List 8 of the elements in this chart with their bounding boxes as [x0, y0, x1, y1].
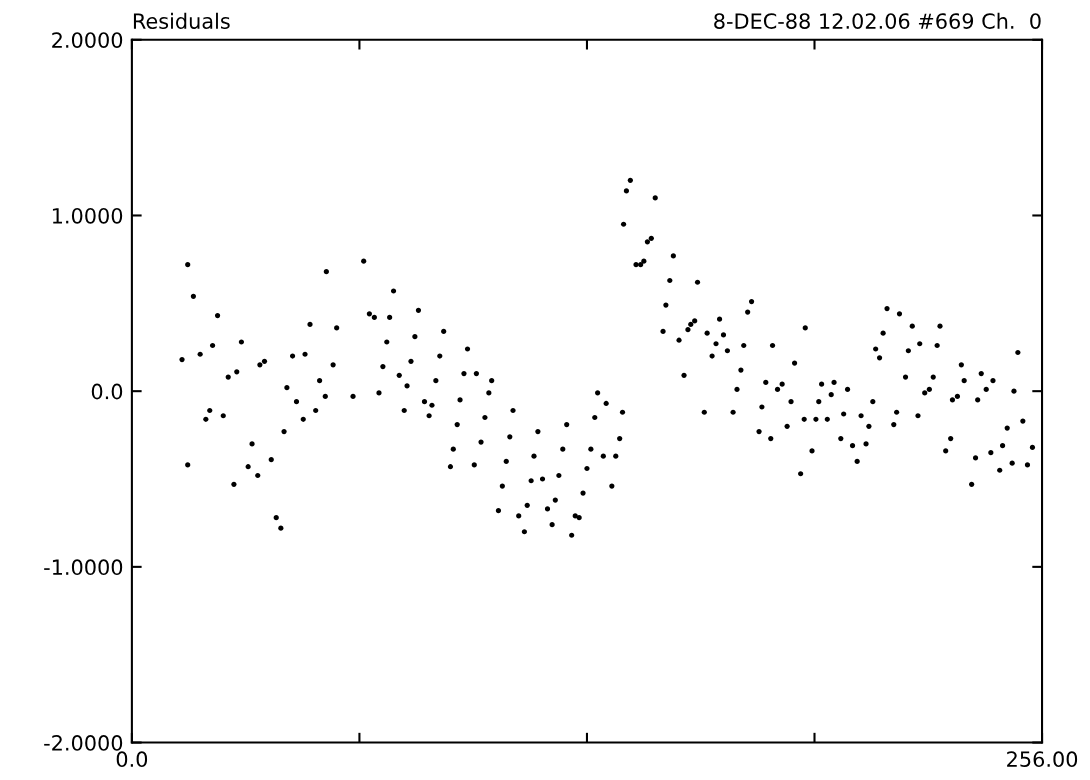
chart-title: Residuals: [133, 12, 230, 29]
y-tick-label: 0.0: [91, 383, 123, 400]
y-tick-label: -1.0000: [44, 559, 123, 576]
y-tick-label: 2.0000: [52, 32, 123, 48]
chart-subtitle: 8-DEC-88 12.02.06 #669 Ch. 0: [714, 12, 1041, 29]
y-tick-label: -2.0000: [44, 735, 123, 751]
y-tick-label: 1.0000: [52, 207, 123, 224]
x-tick-label: 256.00: [1007, 751, 1078, 768]
